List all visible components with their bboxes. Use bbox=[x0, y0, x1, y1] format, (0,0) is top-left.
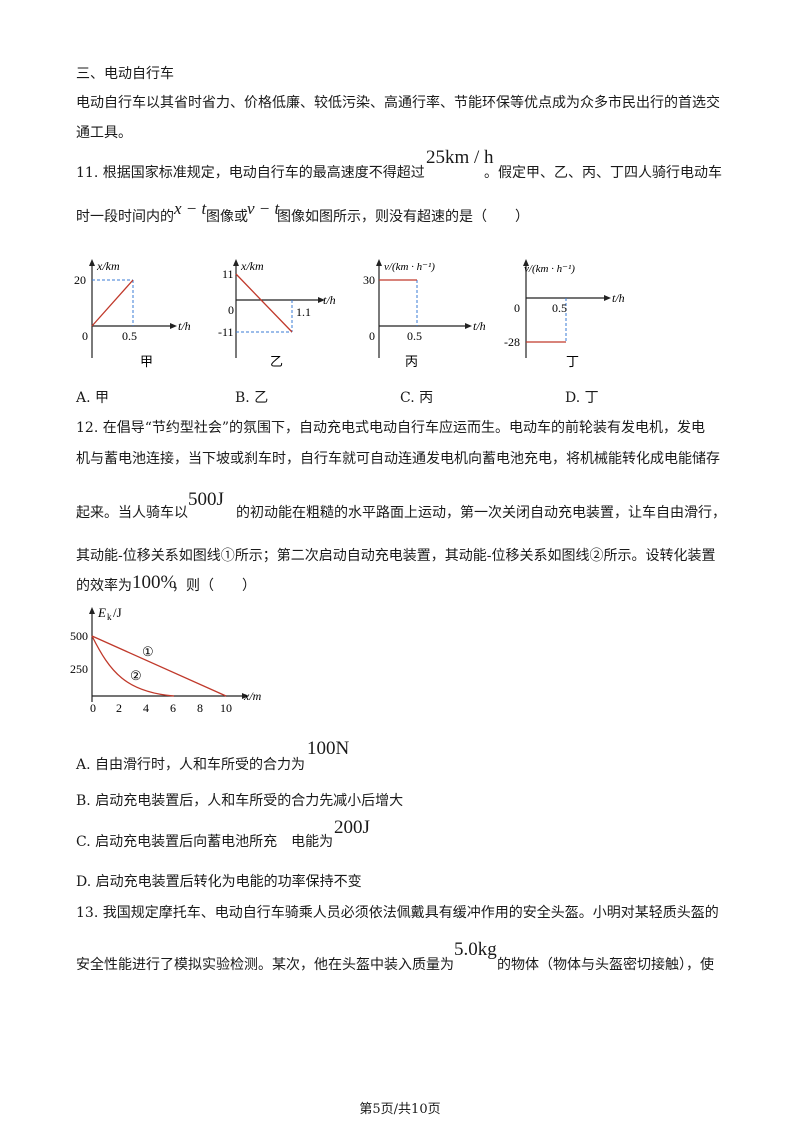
jia-x1: 0.5 bbox=[122, 329, 137, 343]
ek-curve-2-label: ② bbox=[130, 668, 142, 683]
ek-curve-1 bbox=[91, 635, 227, 697]
q11-line2-a: 时一段时间内的 bbox=[76, 209, 174, 225]
yi-x1: 1.1 bbox=[296, 305, 311, 319]
q12-option-b: B. 启动充电装置后，人和车所受的合力先减小后增大 bbox=[76, 793, 404, 809]
q11-speed-limit: 25km / h bbox=[426, 147, 494, 168]
ek-y-tick-500: 500 bbox=[70, 629, 88, 643]
yi-line bbox=[235, 273, 293, 333]
jia-caption: 甲 bbox=[140, 354, 153, 369]
jia-x-arrow bbox=[170, 323, 177, 329]
q11-option-d: D. 丁 bbox=[565, 390, 599, 406]
yi-ylabel: x/km bbox=[240, 259, 264, 273]
graph-ding: v/(km · h⁻¹) t/h -28 0.5 0 丁 bbox=[504, 259, 625, 369]
ek-ylabel-unit: /J bbox=[113, 605, 122, 620]
ek-x-tick-10: 10 bbox=[220, 701, 232, 715]
ding-caption: 丁 bbox=[566, 354, 579, 369]
q11-option-b: B. 乙 bbox=[235, 390, 269, 406]
ek-ylabel-main: E bbox=[97, 605, 106, 620]
ding-origin: 0 bbox=[514, 301, 520, 315]
ding-y-arrow bbox=[523, 259, 529, 266]
jia-y1: 20 bbox=[74, 273, 86, 287]
q11-option-a: A. 甲 bbox=[76, 390, 110, 406]
ek-y-tick-250: 250 bbox=[70, 662, 88, 676]
q13-line2-b: 的物体（物体与头盔密切接触），使 bbox=[497, 957, 714, 973]
q12-line5-b: ，则（ ） bbox=[172, 578, 256, 594]
q12-initial-ek: 500J bbox=[188, 489, 224, 510]
ek-x-tick-4: 4 bbox=[143, 701, 149, 715]
q13-mass: 5.0kg bbox=[454, 939, 497, 960]
bing-xlabel: t/h bbox=[473, 319, 486, 333]
page-footer: 第5页/共10页 bbox=[359, 1102, 441, 1117]
q11-line1-a: 11. 根据国家标准规定，电动自行车的最高速度不得超过 bbox=[76, 165, 425, 181]
yi-caption: 乙 bbox=[270, 354, 283, 369]
jia-line bbox=[91, 279, 134, 327]
graph-jia: x/km t/h 20 0.5 0 甲 bbox=[74, 259, 191, 369]
q12-efficiency: 100% bbox=[132, 572, 177, 593]
q13-line2-a: 安全性能进行了模拟实验检测。某次，他在头盔中装入质量为 bbox=[76, 957, 454, 973]
q11-line2-b: 图像或 bbox=[206, 209, 248, 225]
q12-option-d: D. 启动充电装置后转化为电能的功率保持不变 bbox=[76, 874, 362, 890]
ding-xlabel: t/h bbox=[612, 291, 625, 305]
graph-ek-x: E k /J x/m 500 250 0 2 4 6 8 10 ① ② bbox=[70, 605, 262, 715]
jia-ylabel: x/km bbox=[96, 259, 120, 273]
q12-option-a-text: A. 自由滑行时，人和车所受的合力为 bbox=[76, 757, 306, 773]
section-intro-line1: 电动自行车以其省时省力、价格低廉、较低污染、高通行率、节能环保等优点成为众多市民… bbox=[76, 95, 720, 111]
q12-option-c-value: 200J bbox=[334, 817, 370, 838]
bing-x1: 0.5 bbox=[407, 329, 422, 343]
yi-origin: 0 bbox=[228, 303, 234, 317]
ding-x-arrow bbox=[604, 295, 611, 301]
yi-y-arrow bbox=[233, 259, 239, 266]
q12-line3-b: 的初动能在粗糙的水平路面上运动，第一次关闭自动充电装置，让车自由滑行， bbox=[236, 505, 726, 521]
bing-x-arrow bbox=[465, 323, 472, 329]
ding-y1: -28 bbox=[504, 335, 520, 349]
bing-ylabel: v/(km · h⁻¹) bbox=[384, 261, 435, 273]
bing-y1: 30 bbox=[363, 273, 375, 287]
jia-xlabel: t/h bbox=[178, 319, 191, 333]
q13-line1: 13. 我国规定摩托车、电动自行车骑乘人员必须依法佩戴具有缓冲作用的安全头盔。小… bbox=[76, 905, 719, 921]
yi-y2: -11 bbox=[218, 325, 234, 339]
ek-curve-1-label: ① bbox=[142, 644, 154, 659]
q11-line2-c: 图像如图所示，则没有超速的是（ ） bbox=[277, 209, 529, 225]
ek-x-tick-2: 2 bbox=[116, 701, 122, 715]
jia-y-arrow bbox=[89, 259, 95, 266]
section-intro-line2: 通工具。 bbox=[76, 125, 132, 141]
ek-x-tick-8: 8 bbox=[197, 701, 203, 715]
yi-x-arrow bbox=[318, 297, 325, 303]
ek-y-arrow bbox=[89, 607, 95, 614]
ek-x-tick-0: 0 bbox=[90, 701, 96, 715]
q12-line4: 其动能-位移关系如图线①所示；第二次启动自动充电装置，其动能-位移关系如图线②所… bbox=[76, 548, 716, 564]
graph-yi: x/km t/h 11 -11 1.1 0 乙 bbox=[218, 259, 336, 369]
jia-origin: 0 bbox=[82, 329, 88, 343]
yi-y1: 11 bbox=[222, 267, 234, 281]
q12-line2: 机与蓄电池连接，当下坡或刹车时，自行车就可自动连通发电机向蓄电池充电，将机械能转… bbox=[76, 451, 720, 467]
graph-bing: v/(km · h⁻¹) t/h 30 0.5 0 丙 bbox=[363, 259, 486, 369]
bing-origin: 0 bbox=[369, 329, 375, 343]
q12-line3-a: 起来。当人骑车以 bbox=[76, 505, 188, 521]
q12-option-c-text: C. 启动充电装置后向蓄电池所充 电能为 bbox=[76, 834, 334, 850]
yi-xlabel: t/h bbox=[323, 293, 336, 307]
q12-option-a-value: 100N bbox=[307, 738, 350, 759]
q11-option-c: C. 丙 bbox=[400, 390, 434, 406]
ek-curve-2 bbox=[91, 635, 175, 697]
bing-y-arrow bbox=[376, 259, 382, 266]
bing-caption: 丙 bbox=[405, 354, 418, 369]
ding-x1: 0.5 bbox=[552, 301, 567, 315]
q12-line1: 12. 在倡导“节约型社会”的氛围下，自动充电式电动自行车应运而生。电动车的前轮… bbox=[76, 420, 706, 436]
ek-x-arrow bbox=[242, 693, 249, 699]
q11-xt-symbol: x − t bbox=[174, 199, 207, 218]
ek-ylabel-sub: k bbox=[107, 612, 112, 622]
section-title: 三、电动自行车 bbox=[76, 66, 174, 82]
q11-line1-b: 。假定甲、乙、丙、丁四人骑行电动车 bbox=[484, 165, 722, 181]
q11-vt-symbol: v − t bbox=[247, 199, 280, 218]
q12-line5-a: 的效率为 bbox=[76, 578, 132, 594]
ding-ylabel: v/(km · h⁻¹) bbox=[524, 263, 575, 275]
ek-xlabel: x/m bbox=[243, 689, 262, 703]
ek-x-tick-6: 6 bbox=[170, 701, 176, 715]
